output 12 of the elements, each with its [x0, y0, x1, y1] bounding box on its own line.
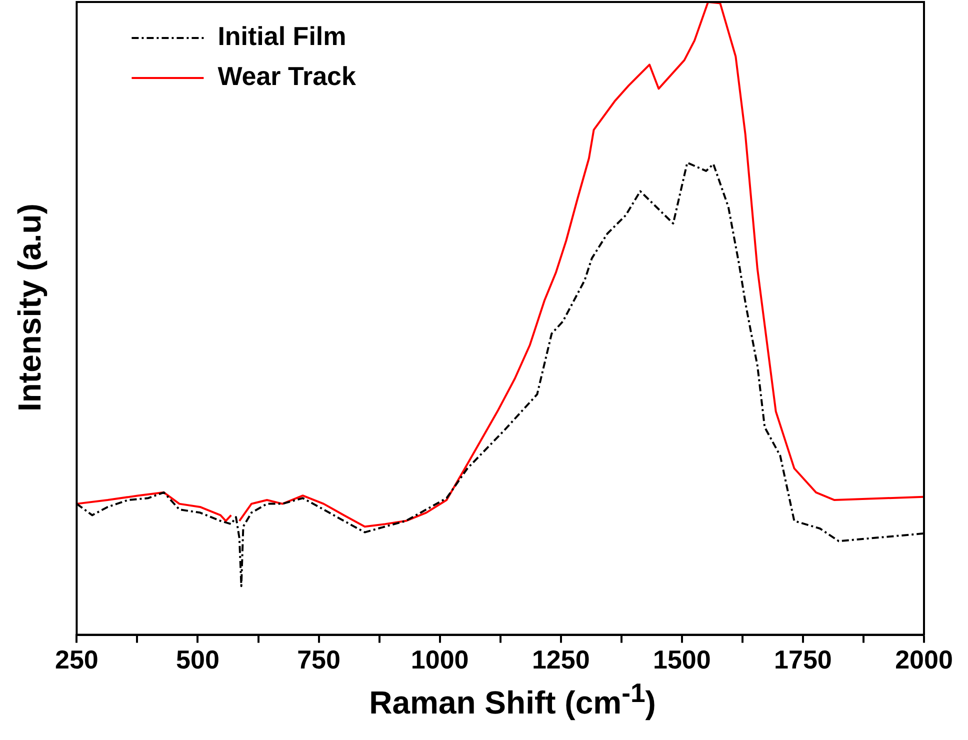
x-tick-label: 1000: [410, 644, 469, 675]
legend-label: Wear Track: [218, 61, 357, 92]
x-tick-label: 2000: [895, 644, 953, 675]
y-axis-title: Intensity (a.u): [12, 203, 48, 412]
x-tick-label: 750: [297, 644, 340, 675]
legend-label: Initial Film: [218, 21, 346, 52]
x-tick-label: 250: [54, 644, 98, 675]
x-tick-label: 1500: [652, 644, 711, 675]
x-axis-title: Raman Shift (cm$^{-1}$): [368, 678, 657, 722]
x-tick-label: 1750: [774, 644, 832, 675]
x-tick-label: 500: [176, 644, 220, 675]
x-tick-label: 1250: [532, 644, 590, 675]
